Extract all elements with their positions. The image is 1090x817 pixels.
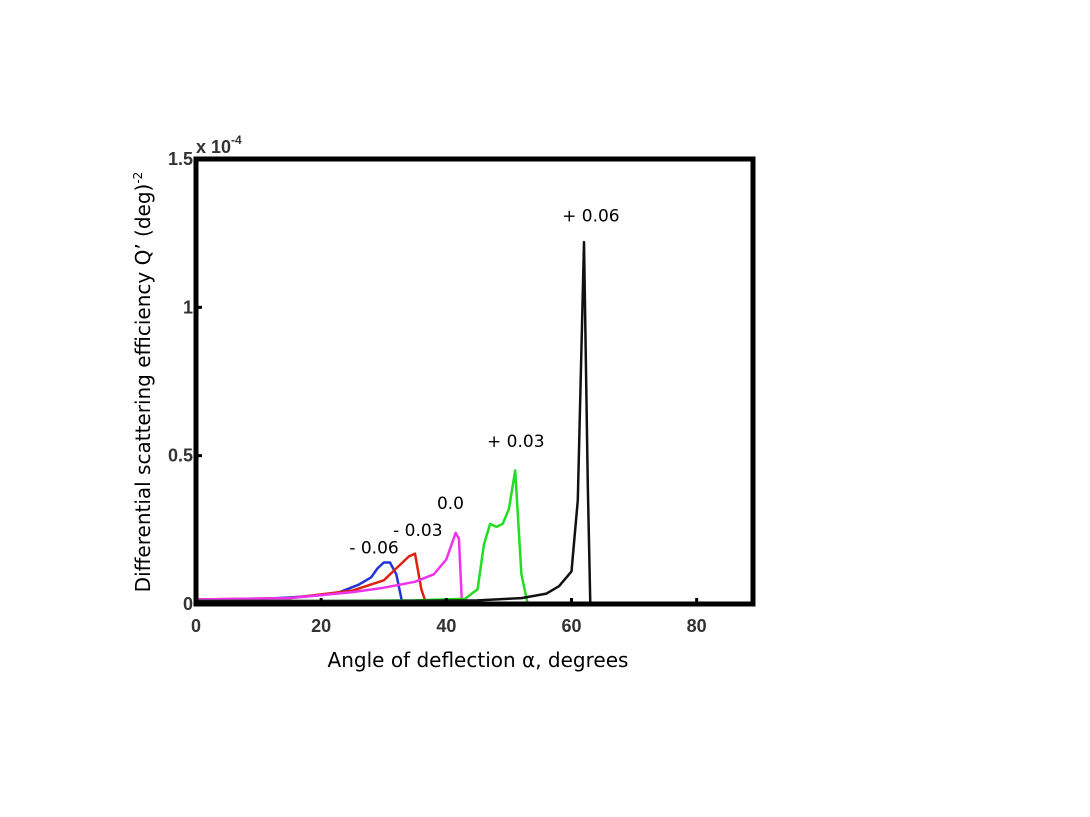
series-label-4: + 0.06 bbox=[562, 206, 620, 226]
y-multiplier-base: x 10 bbox=[196, 137, 231, 157]
y-tick-label-1: 0.5 bbox=[168, 446, 193, 466]
y-axis-label-superscript: -2 bbox=[131, 172, 145, 184]
series-label-1: - 0.03 bbox=[393, 521, 442, 541]
series-line-3 bbox=[196, 469, 584, 606]
x-tick-label-4: 80 bbox=[687, 616, 707, 636]
x-tick-label-3: 60 bbox=[561, 616, 581, 636]
y-tick-label-0: 0 bbox=[183, 594, 193, 614]
series-label-2: 0.0 bbox=[437, 494, 464, 514]
y-tick-label-2: 1 bbox=[183, 297, 193, 317]
y-multiplier: x 10-4 bbox=[196, 133, 242, 157]
series-line-2 bbox=[195, 531, 484, 606]
annotation-layer: - 0.06- 0.03 0.0 + 0.03 + 0.06 bbox=[349, 206, 619, 558]
x-axis-label: Angle of deflection α, degrees bbox=[328, 648, 629, 672]
y-multiplier-exponent: -4 bbox=[231, 133, 242, 147]
series-label-3: + 0.03 bbox=[487, 432, 545, 452]
y-axis-label: Differential scattering efficiency Q’ (d… bbox=[131, 172, 155, 593]
y-tick-label-3: 1.5 bbox=[168, 149, 193, 169]
series-label-0: - 0.06 bbox=[349, 539, 398, 559]
x-tick-label-2: 40 bbox=[436, 616, 456, 636]
x-tick-label-0: 0 bbox=[191, 616, 201, 636]
tick-layer: 0 20 40 60 80 0 0.5 1 1.5 bbox=[168, 149, 707, 636]
plot-frame bbox=[193, 156, 756, 607]
y-axis-label-text: Differential scattering efficiency Q’ (d… bbox=[131, 184, 155, 593]
x-tick-label-1: 20 bbox=[311, 616, 331, 636]
series-line-1 bbox=[195, 552, 447, 606]
